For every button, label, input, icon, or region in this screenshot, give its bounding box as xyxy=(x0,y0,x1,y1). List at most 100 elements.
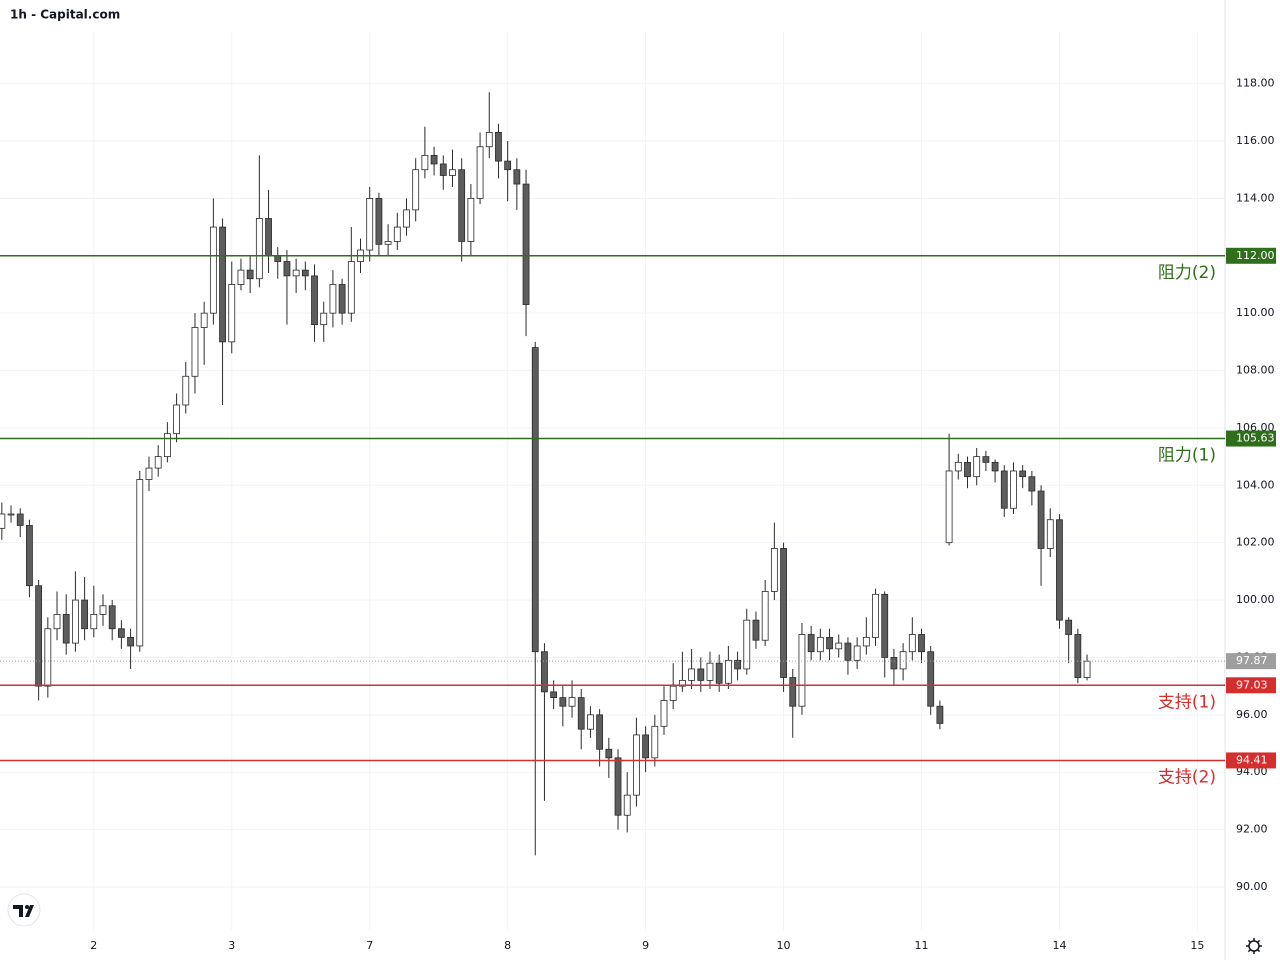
candle-body xyxy=(108,605,116,630)
y-tick-label: 116.00 xyxy=(1236,134,1275,147)
candle-body xyxy=(1028,476,1036,492)
level-price: 105.63 xyxy=(1236,432,1275,445)
candle-body xyxy=(587,714,594,730)
candle-body xyxy=(375,198,383,245)
grid xyxy=(0,32,1225,930)
candle-body xyxy=(467,198,475,242)
y-tick-label: 108.00 xyxy=(1236,364,1275,377)
level-name: 阻力(1) xyxy=(1158,446,1216,466)
x-tick-label: 7 xyxy=(366,939,373,952)
level-price: 94.41 xyxy=(1236,753,1268,766)
settings-icon[interactable] xyxy=(1246,938,1262,954)
candle-body xyxy=(430,154,438,165)
candle-body xyxy=(412,169,420,211)
level-tag xyxy=(1226,247,1276,264)
level-tag xyxy=(1226,677,1276,694)
candle-body xyxy=(246,269,254,280)
candle-body xyxy=(770,548,778,592)
candle-body xyxy=(541,651,548,693)
candle-body xyxy=(53,614,61,630)
candle-body xyxy=(752,619,760,641)
candle-body xyxy=(1037,490,1045,549)
candle-body xyxy=(35,585,43,687)
level-name: 支持(1) xyxy=(1158,692,1216,712)
candle-body xyxy=(899,651,907,670)
candle-body xyxy=(1019,470,1027,478)
x-tick-label: 9 xyxy=(642,939,649,952)
candle-body xyxy=(301,269,309,277)
last-price-tag xyxy=(1226,653,1276,670)
y-tick-label: 104.00 xyxy=(1236,478,1275,491)
candle-body xyxy=(62,614,70,644)
candle-body xyxy=(384,241,392,245)
candle-body xyxy=(927,651,935,707)
candle-body xyxy=(366,198,374,251)
candle-body xyxy=(495,132,502,162)
candle-body xyxy=(338,284,346,314)
candle-body xyxy=(550,691,558,699)
candle-body xyxy=(678,679,686,687)
candle-body xyxy=(117,628,125,638)
candle-body xyxy=(421,154,429,171)
candle-body xyxy=(0,513,6,529)
candle-body xyxy=(347,261,355,314)
candle-body xyxy=(219,226,226,343)
candle-body xyxy=(660,700,668,727)
level-name: 支持(2) xyxy=(1158,767,1216,787)
candle-body xyxy=(127,636,134,647)
candle-body xyxy=(449,169,456,176)
candle-body xyxy=(807,634,815,653)
candle-body xyxy=(816,636,824,653)
candle-body xyxy=(642,734,650,759)
candle-body xyxy=(605,748,613,759)
candle-body xyxy=(964,461,971,478)
candle-body xyxy=(651,725,659,759)
candle-body xyxy=(522,183,530,305)
candle-body xyxy=(7,513,15,516)
candle-body xyxy=(715,662,723,684)
candle-body xyxy=(614,757,622,816)
candle-body xyxy=(1065,619,1073,635)
candle-body xyxy=(311,275,318,326)
candle-body xyxy=(577,697,585,730)
candle-body xyxy=(954,461,962,472)
candle-body xyxy=(439,163,447,176)
candle-body xyxy=(844,642,852,661)
candle-body xyxy=(1083,660,1091,678)
candle-body xyxy=(936,705,944,724)
candle-body xyxy=(44,628,52,687)
y-tick-label: 110.00 xyxy=(1236,306,1275,319)
y-tick-label: 114.00 xyxy=(1236,191,1275,204)
candle-body xyxy=(1074,634,1082,678)
x-tick-label: 10 xyxy=(777,939,791,952)
candle-body xyxy=(973,456,981,478)
x-tick-label: 14 xyxy=(1052,939,1066,952)
candle-body xyxy=(724,659,732,684)
candle-body xyxy=(798,634,806,707)
candle-body xyxy=(329,284,337,314)
candle-body xyxy=(872,593,879,638)
candle-body xyxy=(945,470,953,544)
candle-body xyxy=(182,375,190,406)
candle-body xyxy=(274,255,282,262)
last-price-label: 97.87 xyxy=(1236,654,1268,667)
candle-body xyxy=(789,677,797,707)
candle-body xyxy=(173,404,180,435)
candle-body xyxy=(559,697,567,707)
chart-title: 1h - Capital.com xyxy=(10,8,120,22)
y-tick-label: 118.00 xyxy=(1236,77,1275,90)
level-name: 阻力(2) xyxy=(1158,263,1216,283)
candle-body xyxy=(136,479,144,647)
candle-body xyxy=(163,433,171,458)
candle-body xyxy=(154,456,162,469)
candle-body xyxy=(853,645,861,661)
candle-body xyxy=(26,525,33,587)
candle-body xyxy=(393,226,401,242)
level-price: 97.03 xyxy=(1236,678,1268,691)
y-tick-label: 92.00 xyxy=(1236,823,1268,836)
y-tick-label: 94.00 xyxy=(1236,765,1268,778)
candle-body xyxy=(265,218,272,257)
candle-body xyxy=(200,312,208,328)
candle-body xyxy=(99,605,107,615)
